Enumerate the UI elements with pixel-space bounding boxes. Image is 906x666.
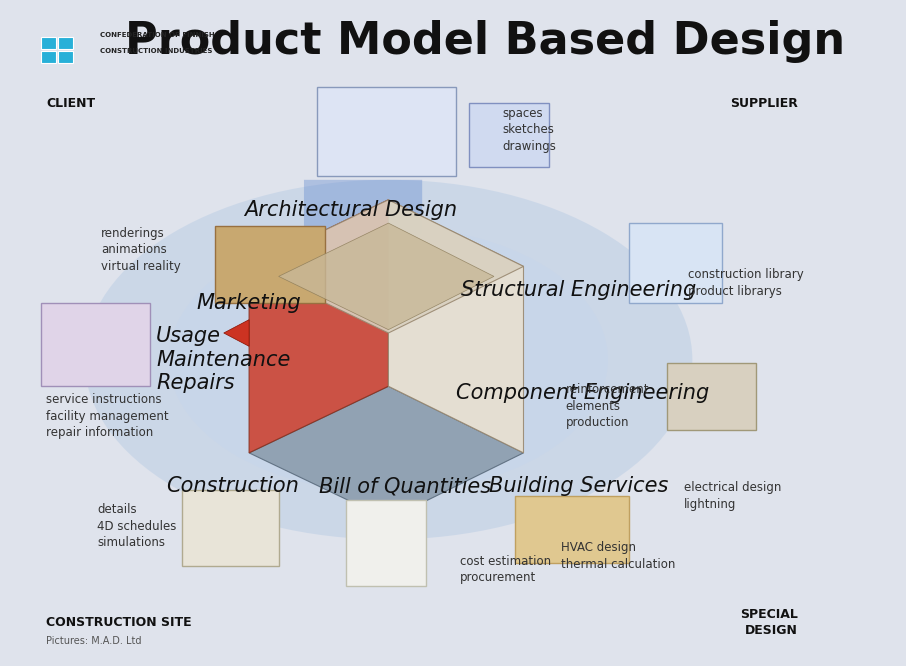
Polygon shape [249,386,524,519]
Bar [58,37,73,49]
Bar [181,490,279,566]
Bar [316,87,456,176]
Text: HVAC design
thermal calculation: HVAC design thermal calculation [562,541,676,571]
Bar [41,37,56,49]
Text: renderings
animations
virtual reality: renderings animations virtual reality [101,226,181,273]
Bar [515,496,629,563]
Text: CONSTRUCTION SITE: CONSTRUCTION SITE [46,616,192,629]
Text: electrical design
lightning: electrical design lightning [684,482,781,511]
Polygon shape [249,200,389,453]
Bar [346,500,427,586]
Text: construction library
product librarys: construction library product librarys [689,268,804,298]
Text: Marketing: Marketing [197,293,302,313]
Text: CLIENT: CLIENT [46,97,95,110]
Bar [468,103,549,166]
Text: details
4D schedules
simulations: details 4D schedules simulations [97,503,177,549]
Ellipse shape [84,180,692,539]
Bar [41,303,150,386]
Polygon shape [389,200,524,453]
Text: Pictures: M.A.D. Ltd: Pictures: M.A.D. Ltd [46,635,142,646]
Ellipse shape [169,226,608,493]
Bar [667,363,756,430]
Bar [216,226,325,303]
Text: Usage
Maintenance
Repairs: Usage Maintenance Repairs [156,326,291,393]
Text: SPECIAL
DESIGN: SPECIAL DESIGN [740,608,798,637]
Text: Product Model Based Design: Product Model Based Design [125,20,845,63]
Polygon shape [279,223,494,330]
Text: service instructions
facility management
repair information: service instructions facility management… [46,393,169,440]
Text: Building Services: Building Services [488,476,668,496]
Text: Component Engineering: Component Engineering [456,383,709,403]
Text: SUPPLIER: SUPPLIER [730,97,798,110]
Polygon shape [224,320,249,346]
Bar [41,51,56,63]
Polygon shape [249,200,524,333]
Text: reinforcement
elements
production: reinforcement elements production [565,383,650,430]
Text: spaces
sketches
drawings: spaces sketches drawings [503,107,556,153]
Bar [58,51,73,63]
Text: Architectural Design: Architectural Design [244,200,457,220]
Text: Construction: Construction [166,476,299,496]
Text: CONSTRUCTION INDUSTRIES: CONSTRUCTION INDUSTRIES [100,47,212,54]
Text: Bill of Quantities: Bill of Quantities [319,476,491,496]
Text: CONFEDERATION OF FINNISH: CONFEDERATION OF FINNISH [100,31,214,38]
Text: Structural Engineering: Structural Engineering [461,280,696,300]
Text: cost estimation
procurement: cost estimation procurement [460,555,551,584]
Bar [629,223,722,303]
Polygon shape [304,180,422,280]
